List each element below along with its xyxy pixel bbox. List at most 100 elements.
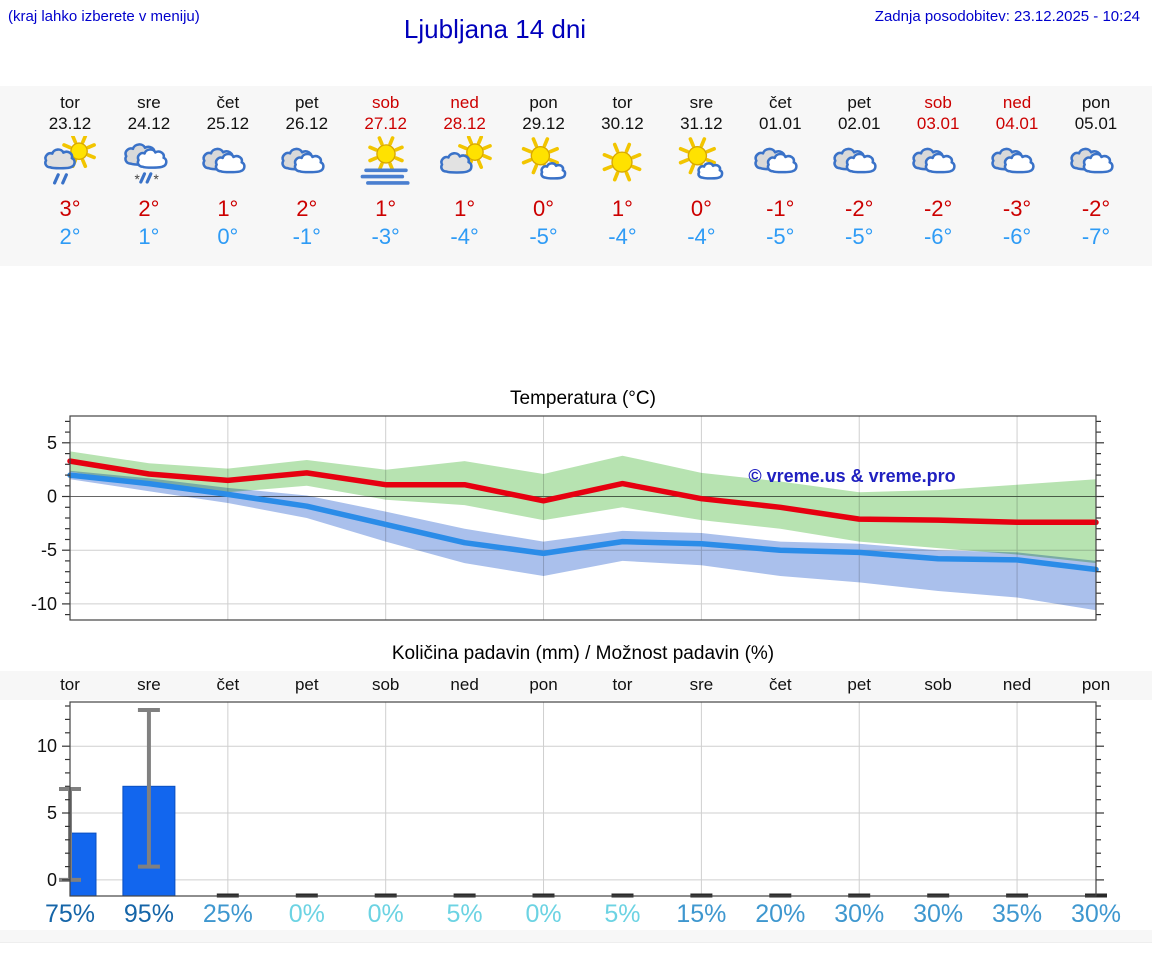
cloudy-icon (991, 147, 1035, 174)
sunny-icon (580, 136, 664, 194)
precip-bar (70, 832, 97, 896)
day-date: 26.12 (285, 114, 329, 133)
day-name: čet (768, 93, 792, 112)
day-date: 27.12 (364, 114, 407, 133)
sun-cloud-icon (439, 136, 492, 174)
day-name: pet (294, 93, 319, 112)
forecast-day[interactable]: sre 31.12 0° -4° (659, 92, 743, 251)
day-date: 02.01 (837, 114, 881, 133)
low-temp: -4° (608, 224, 637, 249)
forecast-day[interactable]: sob 03.01 -2° -6° (896, 92, 980, 251)
precip-probability: 0% (288, 900, 325, 928)
low-temp: -6° (923, 224, 953, 249)
day-name: pet (847, 93, 872, 112)
forecast-strip: tor 23.12 3° 2° sre 24.12 * * 2° 1° čet 25.12 1° 0° pe… (0, 86, 1152, 266)
high-temp: 1° (217, 196, 239, 221)
forecast-day[interactable]: sob 27.12 1° -3° (344, 92, 428, 251)
forecast-day[interactable]: sre 24.12 * * 2° 1° (107, 92, 191, 251)
day-name: ned (450, 93, 479, 112)
watermark: © vreme.us & vreme.pro (748, 466, 955, 486)
day-name: sre (137, 93, 161, 112)
cloudy-icon (738, 136, 822, 194)
low-temp: -5° (766, 224, 795, 249)
precip-day-label: tor (60, 675, 80, 694)
svg-text:5: 5 (47, 803, 57, 823)
precip-day-label: ned (1002, 675, 1032, 694)
day-date: 23.12 (48, 114, 92, 133)
svg-text:-10: -10 (31, 594, 57, 614)
forecast-day[interactable]: pet 26.12 2° -1° (265, 92, 349, 251)
low-temp: -4° (450, 224, 479, 249)
precip-day-label: pet (294, 675, 319, 694)
precip-probability: 25% (202, 900, 253, 928)
svg-text:0: 0 (47, 870, 57, 890)
precipitation-day-labels: tor sre čet pet sob ned pon tor sre čet pet sob ned p… (0, 671, 1152, 700)
precip-day-label: čet (216, 675, 240, 694)
forecast-day[interactable]: pet 02.01 -2° -5° (817, 92, 901, 251)
high-temp: 2° (296, 196, 318, 221)
sun-cloud-icon (423, 136, 507, 194)
forecast-day[interactable]: tor 23.12 3° 2° (28, 92, 112, 251)
precip-probability: 30% (1070, 900, 1122, 928)
precip-day-label: pon (1081, 675, 1111, 694)
day-date: 28.12 (443, 114, 486, 133)
forecast-day[interactable]: čet 25.12 1° 0° (186, 92, 270, 251)
low-temp: -3° (371, 224, 400, 249)
forecast-day[interactable]: čet 01.01 -1° -5° (738, 92, 822, 251)
cloudy-icon (912, 147, 956, 174)
sun-cloud-rain-icon (44, 136, 96, 185)
temperature-chart-title: Temperatura (°C) (510, 388, 656, 409)
day-date: 25.12 (206, 114, 250, 133)
high-temp: -2° (1081, 196, 1111, 221)
precip-day-label: čet (768, 675, 792, 694)
precipitation-chart-title: Količina padavin (mm) / Možnost padavin … (391, 643, 775, 664)
cloudy-icon (817, 136, 901, 194)
forecast-day[interactable]: pon 05.01 -2° -7° (1054, 92, 1138, 251)
low-temp: -6° (1002, 224, 1032, 249)
precip-day-label: sob (371, 675, 400, 694)
last-update-timestamp: Zadnja posodobitev: 23.12.2025 - 10:24 (874, 8, 1140, 25)
temperature-chart: 5 0 -5 -10 © vreme.us & vreme.pro (0, 410, 1152, 625)
low-temp: -4° (687, 224, 716, 249)
forecast-day[interactable]: ned 04.01 -3° -6° (975, 92, 1059, 251)
day-date: 01.01 (759, 114, 802, 133)
precip-probability: 5% (604, 900, 641, 928)
precip-probability: 5% (446, 900, 483, 928)
sun-cloud-rain-icon (28, 136, 112, 194)
cloudy-icon (896, 136, 980, 194)
precip-day-label: sob (924, 675, 952, 694)
high-temp: -2° (845, 196, 874, 221)
sun-fog-icon (344, 136, 428, 194)
day-date: 29.12 (522, 114, 565, 133)
precipitation-chart: 0 5 10 (0, 700, 1152, 900)
high-temp: 3° (59, 196, 81, 221)
day-date: 31.12 (680, 114, 723, 133)
low-temp: -1° (292, 224, 321, 249)
cloudy-icon (281, 147, 325, 174)
forecast-day[interactable]: pon 29.12 0° -5° (502, 92, 586, 251)
day-date: 30.12 (601, 114, 644, 133)
cloudy-icon (1070, 147, 1114, 174)
high-temp: 1° (375, 196, 397, 221)
cloudy-icon (975, 136, 1059, 194)
precip-day-label: ned (450, 675, 479, 694)
cloudy-icon (186, 136, 270, 194)
cloudy-icon (833, 147, 877, 174)
precip-probability: 75% (44, 900, 96, 928)
page-title: Ljubljana 14 dni (403, 14, 587, 44)
forecast-day[interactable]: tor 30.12 1° -4° (580, 92, 664, 251)
day-name: tor (60, 93, 80, 112)
precip-probability: 0% (525, 900, 562, 928)
day-name: tor (612, 93, 633, 112)
cloud-sleet-icon: * * (124, 143, 168, 187)
day-date: 05.01 (1074, 114, 1118, 133)
mostly-sunny-icon (679, 137, 724, 180)
high-temp: 0° (690, 196, 712, 221)
forecast-day[interactable]: ned 28.12 1° -4° (423, 92, 507, 251)
day-date: 03.01 (916, 114, 960, 133)
day-name: sob (371, 93, 400, 112)
choose-city-link[interactable]: (kraj lahko izberete v meniju) (8, 8, 200, 25)
svg-text:*: * (134, 172, 140, 187)
high-temp: 1° (454, 196, 476, 221)
